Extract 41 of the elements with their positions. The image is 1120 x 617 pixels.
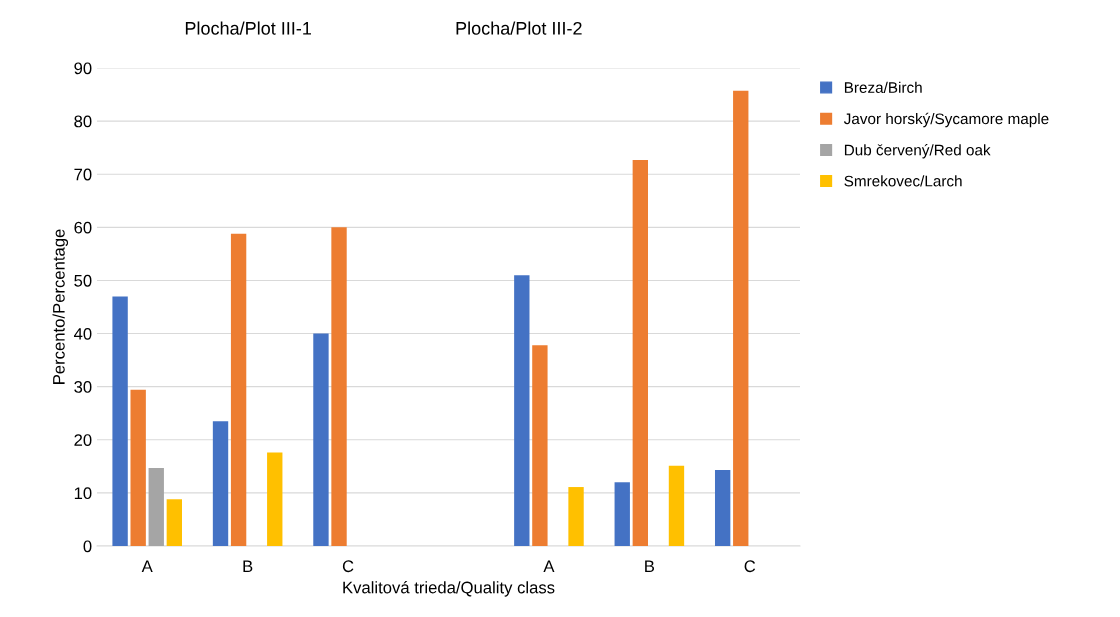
bar (733, 90, 749, 546)
bar (112, 296, 128, 546)
x-tick-label: A (543, 560, 555, 572)
y-tick-label: 30 (74, 381, 92, 393)
x-axis-title: Kvalitová trieda/Quality class (343, 580, 555, 597)
bar (514, 275, 530, 546)
bar (614, 482, 630, 546)
y-tick-label: 50 (74, 274, 92, 287)
x-tick-label: C (744, 560, 756, 573)
y-tick-label: 0 (83, 540, 92, 553)
legend-label: Breza/Birch (844, 81, 922, 93)
bar (267, 452, 283, 546)
y-tick-label: 90 (74, 62, 92, 75)
bar (130, 389, 146, 546)
x-tick-label: B (243, 560, 253, 572)
bar (230, 233, 247, 546)
legend-label: Dub červený/Red oak (844, 144, 991, 159)
x-tick-label: C (342, 560, 354, 573)
bar (331, 227, 347, 546)
y-tick-label: 10 (74, 487, 92, 500)
bar (668, 465, 685, 546)
text: Plocha/Plot III-2 (456, 21, 582, 35)
bar (212, 421, 229, 546)
bar (714, 470, 731, 546)
bar (568, 487, 584, 546)
y-tick-label: 60 (74, 221, 92, 234)
y-tick-label: 40 (73, 327, 92, 340)
legend-label: Javor horský/Sycamore maple (843, 112, 1049, 128)
y-tick-label: 80 (74, 115, 92, 128)
x-tick-label: A (141, 560, 153, 572)
y-tick-label: 70 (74, 168, 92, 181)
bar (148, 467, 164, 546)
legend-label: Smrekovec/Larch (844, 175, 962, 187)
bar (313, 333, 329, 546)
text: Plocha/Plot III-1 (185, 21, 311, 35)
bar (166, 499, 183, 546)
x-tick-label: B (645, 560, 655, 572)
bar (632, 159, 648, 546)
bar (532, 345, 548, 546)
y-tick-label: 20 (74, 434, 92, 446)
y-axis-title: Percento/Percentage (52, 229, 69, 384)
